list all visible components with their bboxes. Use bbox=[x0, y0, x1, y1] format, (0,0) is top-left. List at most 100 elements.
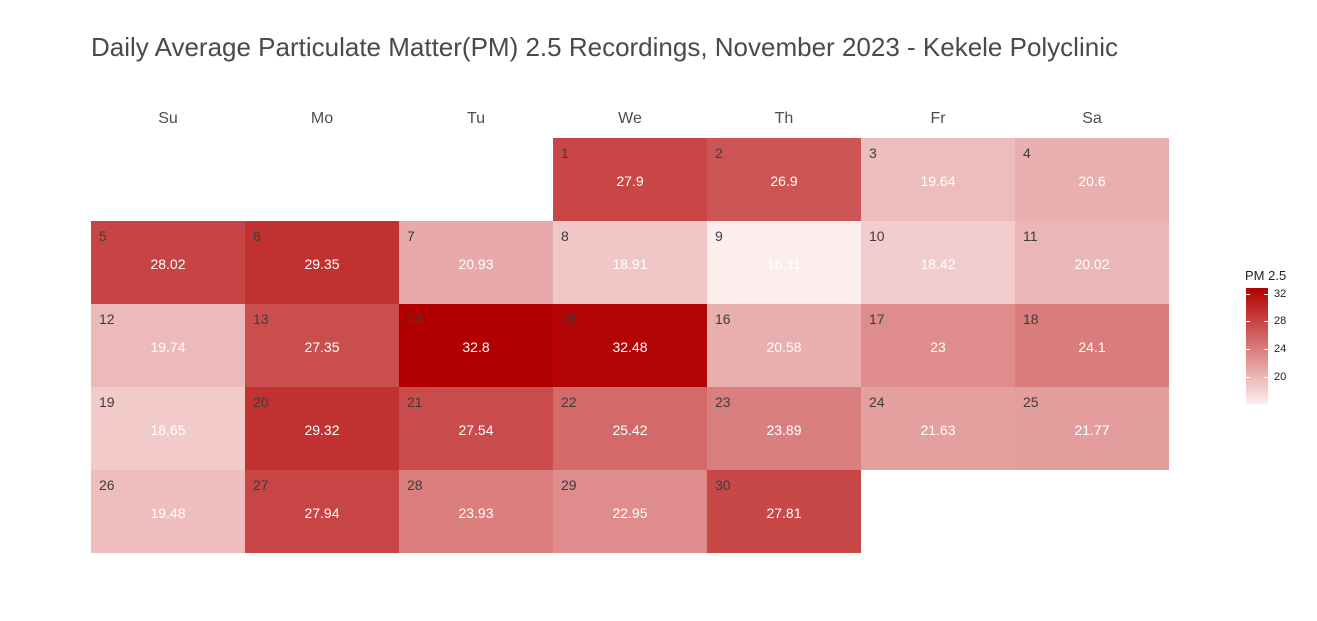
pm25-value-label: 18.91 bbox=[612, 256, 648, 272]
heatmap-cell: 12 19.74 bbox=[91, 304, 245, 387]
day-number-label: 15 bbox=[561, 311, 577, 327]
heatmap-cell: 21 27.54 bbox=[399, 387, 553, 470]
heatmap-cell: 29 22.95 bbox=[553, 470, 707, 553]
day-number-label: 30 bbox=[715, 477, 731, 493]
pm25-value-label: 27.81 bbox=[766, 505, 802, 521]
pm25-value-label: 20.58 bbox=[766, 339, 802, 355]
legend-tick-mark bbox=[1246, 293, 1250, 295]
day-number-label: 7 bbox=[407, 228, 415, 244]
heatmap-cell: 30 27.81 bbox=[707, 470, 861, 553]
day-number-label: 5 bbox=[99, 228, 107, 244]
day-number-label: 11 bbox=[1023, 228, 1038, 244]
heatmap-cell: 25 21.77 bbox=[1015, 387, 1169, 470]
day-number-label: 2 bbox=[715, 145, 723, 161]
day-number-label: 22 bbox=[561, 394, 577, 410]
legend-tick-mark bbox=[1246, 376, 1250, 378]
day-number-label: 4 bbox=[1023, 145, 1031, 161]
legend-tick-label: 20 bbox=[1274, 370, 1287, 383]
pm25-value-label: 28.02 bbox=[150, 256, 186, 272]
weekday-header: Mo bbox=[310, 110, 334, 127]
heatmap-cell: 4 20.6 bbox=[1015, 138, 1169, 221]
pm25-value-label: 19.48 bbox=[150, 505, 186, 521]
legend-tick-mark bbox=[1264, 349, 1268, 351]
day-number-label: 20 bbox=[253, 394, 269, 410]
legend-tick-mark bbox=[1246, 349, 1250, 351]
heatmap-cell: 3 19.64 bbox=[861, 138, 1015, 221]
day-number-label: 17 bbox=[869, 311, 885, 327]
heatmap-cell: 24 21.63 bbox=[861, 387, 1015, 470]
heatmap-cell: 27 27.94 bbox=[245, 470, 399, 553]
legend-tick-mark bbox=[1264, 376, 1268, 378]
heatmap-cell: 17 23 bbox=[861, 304, 1015, 387]
heatmap-cell: 8 18.91 bbox=[553, 221, 707, 304]
pm25-value-label: 32.8 bbox=[462, 339, 490, 355]
day-number-label: 9 bbox=[715, 228, 723, 244]
pm25-value-label: 26.9 bbox=[770, 173, 798, 189]
weekday-header: Tu bbox=[466, 110, 486, 127]
day-number-label: 29 bbox=[561, 477, 577, 493]
legend-color-bar bbox=[1246, 288, 1268, 404]
heatmap-cell: 26 19.48 bbox=[91, 470, 245, 553]
heatmap-cell: 28 23.93 bbox=[399, 470, 553, 553]
pm25-value-label: 27.54 bbox=[458, 422, 494, 438]
heatmap-cell: 1 27.9 bbox=[553, 138, 707, 221]
day-number-label: 3 bbox=[869, 145, 877, 161]
pm25-value-label: 18.65 bbox=[150, 422, 186, 438]
legend-tick-mark bbox=[1264, 293, 1268, 295]
day-number-label: 1 bbox=[561, 145, 569, 161]
heatmap-cell: 15 32.48 bbox=[553, 304, 707, 387]
weekday-header: We bbox=[618, 110, 642, 127]
weekday-header: Su bbox=[158, 110, 178, 127]
pm25-value-label: 32.48 bbox=[612, 339, 648, 355]
legend-tick-mark bbox=[1246, 321, 1250, 323]
pm25-value-label: 23.93 bbox=[458, 505, 494, 521]
pm25-value-label: 20.93 bbox=[458, 256, 494, 272]
legend-title: PM 2.5 bbox=[1245, 268, 1287, 283]
pm25-value-label: 25.42 bbox=[612, 422, 648, 438]
pm25-value-label: 18.42 bbox=[920, 256, 956, 272]
heatmap-cell: 16 20.58 bbox=[707, 304, 861, 387]
pm25-value-label: 23.89 bbox=[766, 422, 802, 438]
pm25-value-label: 21.77 bbox=[1074, 422, 1110, 438]
heatmap-cell: 19 18.65 bbox=[91, 387, 245, 470]
day-number-label: 24 bbox=[869, 394, 885, 410]
day-number-label: 23 bbox=[715, 394, 731, 410]
heatmap-cell: 9 16.11 bbox=[707, 221, 861, 304]
weekday-header: Fr bbox=[930, 110, 946, 127]
day-number-label: 10 bbox=[869, 228, 885, 244]
heatmap-cell: 20 29.32 bbox=[245, 387, 399, 470]
heatmap-cell: 10 18.42 bbox=[861, 221, 1015, 304]
legend-tick-label: 24 bbox=[1274, 343, 1287, 356]
pm25-value-label: 22.95 bbox=[612, 505, 648, 521]
heatmap-cell: 11 20.02 bbox=[1015, 221, 1169, 304]
day-number-label: 8 bbox=[561, 228, 569, 244]
pm25-value-label: 29.32 bbox=[304, 422, 340, 438]
day-number-label: 13 bbox=[253, 311, 269, 327]
pm25-value-label: 19.74 bbox=[150, 339, 186, 355]
weekday-header: Sa bbox=[1082, 110, 1102, 127]
day-number-label: 16 bbox=[715, 311, 731, 327]
heatmap-cell: 14 32.8 bbox=[399, 304, 553, 387]
day-number-label: 28 bbox=[407, 477, 423, 493]
heatmap-cell: 6 29.35 bbox=[245, 221, 399, 304]
legend-tick-label: 28 bbox=[1274, 315, 1287, 328]
heatmap-cell: 13 27.35 bbox=[245, 304, 399, 387]
heatmap-cell: 18 24.1 bbox=[1015, 304, 1169, 387]
legend-tick-label: 32 bbox=[1274, 287, 1287, 300]
chart-title: Daily Average Particulate Matter(PM) 2.5… bbox=[91, 32, 1118, 62]
day-number-label: 14 bbox=[407, 311, 423, 327]
pm25-value-label: 27.94 bbox=[304, 505, 340, 521]
day-number-label: 18 bbox=[1023, 311, 1039, 327]
pm25-value-label: 24.1 bbox=[1078, 339, 1106, 355]
day-number-label: 6 bbox=[253, 228, 261, 244]
day-number-label: 26 bbox=[99, 477, 115, 493]
pm25-value-label: 20.6 bbox=[1078, 173, 1106, 189]
day-number-label: 25 bbox=[1023, 394, 1039, 410]
heatmap-cell: 23 23.89 bbox=[707, 387, 861, 470]
pm25-value-label: 20.02 bbox=[1074, 256, 1110, 272]
pm25-value-label: 21.63 bbox=[920, 422, 956, 438]
pm25-value-label: 16.11 bbox=[767, 256, 801, 272]
heatmap-cell: 22 25.42 bbox=[553, 387, 707, 470]
heatmap-cell: 2 26.9 bbox=[707, 138, 861, 221]
legend-tick-mark bbox=[1264, 321, 1268, 323]
